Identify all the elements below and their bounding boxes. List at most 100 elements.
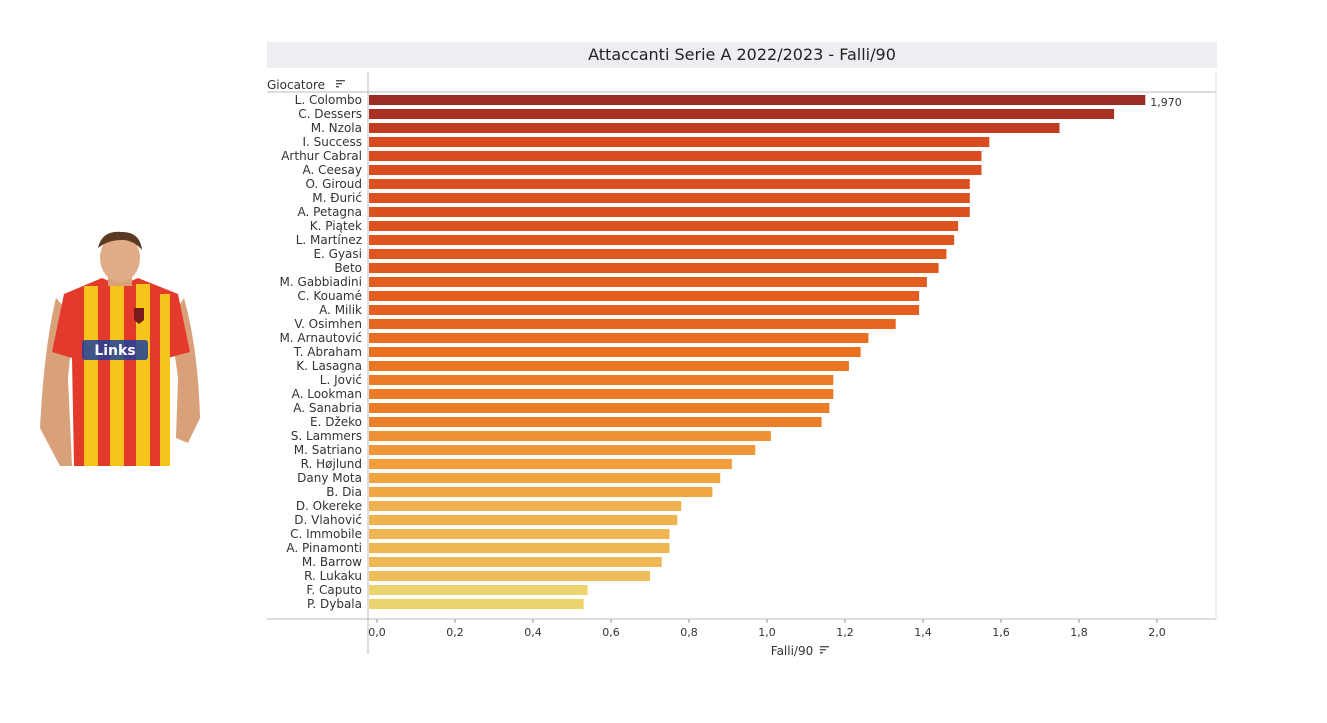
bar[interactable] <box>369 165 982 175</box>
bar[interactable] <box>369 333 869 343</box>
bar[interactable] <box>369 403 830 413</box>
player-label: Beto <box>334 261 362 275</box>
player-label: R. Lukaku <box>304 569 362 583</box>
x-tick-label: 2,0 <box>1148 626 1166 639</box>
x-tick-label: 1,6 <box>992 626 1010 639</box>
player-label: V. Osimhen <box>294 317 362 331</box>
player-label: E. Gyasi <box>313 247 362 261</box>
bar[interactable] <box>369 347 861 357</box>
player-label: S. Lammers <box>291 429 362 443</box>
bar[interactable] <box>369 473 721 483</box>
player-label: A. Lookman <box>292 387 362 401</box>
x-tick-label: 1,0 <box>758 626 776 639</box>
bar[interactable] <box>369 459 732 469</box>
chart-title-bar: Attaccanti Serie A 2022/2023 - Falli/90 <box>267 42 1217 68</box>
x-tick-label: 1,4 <box>914 626 932 639</box>
player-label: D. Okereke <box>296 499 362 513</box>
sort-icon-line <box>820 652 823 654</box>
bar[interactable] <box>369 529 670 539</box>
bars: 1,970 <box>369 95 1182 609</box>
bar[interactable] <box>369 571 650 581</box>
bar[interactable] <box>369 431 771 441</box>
player-label: M. Satriano <box>294 443 362 457</box>
player-label: A. Pinamonti <box>286 541 362 555</box>
bar[interactable] <box>369 193 970 203</box>
bar[interactable] <box>369 585 588 595</box>
sort-icon-line <box>336 86 339 88</box>
sort-icon-line <box>820 646 829 648</box>
bar[interactable] <box>369 557 662 567</box>
bar[interactable] <box>369 179 970 189</box>
bar[interactable] <box>369 221 959 231</box>
player-label: M. Đurić <box>312 191 362 205</box>
player-label: M. Gabbiadini <box>280 275 362 289</box>
player-label: F. Caputo <box>306 583 362 597</box>
bar[interactable] <box>369 263 939 273</box>
player-label: O. Giroud <box>306 177 362 191</box>
bar[interactable] <box>369 207 970 217</box>
bar[interactable] <box>369 375 834 385</box>
player-label: A. Sanabria <box>293 401 362 415</box>
player-label: Dany Mota <box>297 471 362 485</box>
player-label: A. Petagna <box>298 205 362 219</box>
x-axis-title: Falli/90 <box>771 644 813 658</box>
player-label: K. Lasagna <box>296 359 362 373</box>
player-label: P. Dybala <box>307 597 362 611</box>
player-photo: Links <box>40 231 200 466</box>
x-tick-label: 0,6 <box>602 626 620 639</box>
bar[interactable] <box>369 235 955 245</box>
bar[interactable] <box>369 361 849 371</box>
x-tick-label: 1,8 <box>1070 626 1088 639</box>
bar[interactable] <box>369 445 756 455</box>
bar[interactable] <box>369 515 678 525</box>
bar[interactable] <box>369 249 947 259</box>
sort-icon-line <box>820 649 826 651</box>
player-label: L. Jović <box>320 373 362 387</box>
player-label: R. Højlund <box>301 457 362 471</box>
bar[interactable] <box>369 543 670 553</box>
bar[interactable] <box>369 417 822 427</box>
x-tick-label: 0,8 <box>680 626 698 639</box>
player-label: I. Success <box>303 135 362 149</box>
player-label: C. Dessers <box>298 107 362 121</box>
sort-icon <box>820 646 829 654</box>
player-label: L. Colombo <box>295 93 362 107</box>
player-label: E. Džeko <box>310 415 362 429</box>
player-label: T. Abraham <box>293 345 362 359</box>
svg-text:Links: Links <box>94 343 135 359</box>
bar[interactable] <box>369 389 834 399</box>
player-label: D. Vlahović <box>294 513 362 527</box>
bar[interactable] <box>369 137 990 147</box>
player-label: C. Immobile <box>290 527 362 541</box>
x-tick-label: 0,2 <box>446 626 464 639</box>
player-label: M. Arnautović <box>279 331 362 345</box>
x-tick-label: 1,2 <box>836 626 854 639</box>
bar[interactable] <box>369 151 982 161</box>
data-label: 1,970 <box>1150 96 1182 109</box>
chart-frame <box>267 72 1217 654</box>
bar[interactable] <box>369 501 682 511</box>
player-label: Arthur Cabral <box>281 149 362 163</box>
player-label: A. Ceesay <box>303 163 362 177</box>
bar[interactable] <box>369 319 896 329</box>
bar[interactable] <box>369 599 584 609</box>
x-tick-label: 0,0 <box>368 626 386 639</box>
bar[interactable] <box>369 123 1060 133</box>
bar[interactable] <box>369 277 927 287</box>
player-label: C. Kouamé <box>297 289 362 303</box>
bar[interactable] <box>369 95 1146 105</box>
player-label: M. Nzola <box>311 121 362 135</box>
chart-title: Attaccanti Serie A 2022/2023 - Falli/90 <box>588 45 896 64</box>
sort-icon-line <box>336 80 345 82</box>
bar[interactable] <box>369 291 920 301</box>
player-label: K. Piątek <box>310 219 362 233</box>
sort-icon-line <box>336 83 342 85</box>
sort-icon <box>336 80 345 88</box>
x-tick-label: 0,4 <box>524 626 542 639</box>
bar[interactable] <box>369 305 920 315</box>
x-axis: 0,0 0,2 0,4 0,6 0,8 1,0 1,2 1,4 1,6 1,8 2,0 Falli/9… <box>368 619 1166 658</box>
bar[interactable] <box>369 109 1115 119</box>
bar[interactable] <box>369 487 713 497</box>
